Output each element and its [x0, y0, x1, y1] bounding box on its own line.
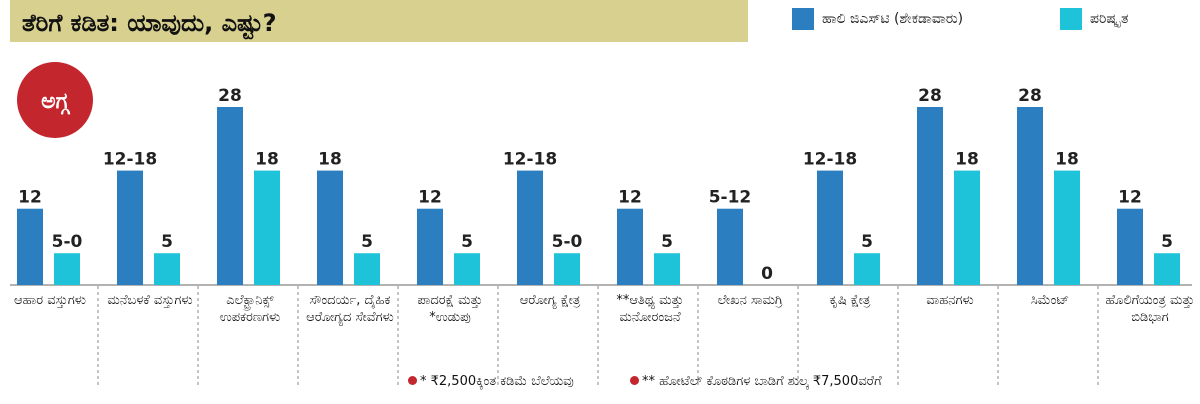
- title: ತೆರಿಗೆ ಕಡಿತ: ಯಾವುದು, ಎಷ್ಟು?: [22, 9, 277, 40]
- footnote: ** ಹೋಟೆಲ್ ಕೊಠಡಿಗಳ ಬಾಡಿಗೆ ಶುಲ್ಕ ₹7,500ವರೆ…: [630, 374, 882, 389]
- value-label: 28: [918, 86, 942, 106]
- bar: [17, 208, 43, 285]
- bar: [854, 253, 880, 285]
- footnote-text: * ₹2,500ಕ್ಕಿಂತ ಕಡಿಮೆ ಬೆಲೆಯವು: [420, 374, 574, 389]
- value-label: 12: [1118, 188, 1142, 208]
- value-label: 12: [618, 188, 642, 208]
- value-label: 5-0: [52, 232, 83, 252]
- value-label: 12-18: [103, 150, 157, 170]
- category-label: ವಾಹನಗಳು: [926, 293, 974, 308]
- category-label: ಕೃಷಿ ಕ್ಷೇತ್ರ: [829, 293, 871, 308]
- category-label: ಮನೆಬಳಕೆ ವಸ್ತುಗಳು: [107, 293, 193, 308]
- bar: [1117, 208, 1143, 285]
- value-label: 28: [1018, 86, 1042, 106]
- category-label: ಹೊಲಿಗೆಯಂತ್ರ ಮತ್ತು ಬಿಡಿಭಾಗ: [1105, 293, 1195, 325]
- category-label: ಆರೋಗ್ಯ ಕ್ಷೇತ್ರ: [519, 293, 581, 308]
- bar: [954, 170, 980, 285]
- badge-text: ಅಗ್ಗ: [41, 89, 71, 114]
- bullet: [408, 376, 417, 385]
- value-label: 5-0: [552, 232, 583, 252]
- value-label: 18: [955, 150, 979, 170]
- value-label: 12: [418, 188, 442, 208]
- bar: [154, 253, 180, 285]
- value-label: 5: [1161, 232, 1173, 252]
- value-label: 18: [318, 150, 342, 170]
- bar: [354, 253, 380, 285]
- category-label: ಸಿಮೆಂಟ್: [1030, 293, 1070, 308]
- title-box: [10, 0, 748, 42]
- bar: [1017, 107, 1043, 285]
- bar: [117, 170, 143, 285]
- category-label: ಸೌಂದರ್ಯ, ದೈಹಿಕ ಆರೋಗ್ಯದ ಸೇವೆಗಳು: [306, 293, 394, 325]
- value-label: 5-12: [709, 188, 752, 208]
- bar: [817, 170, 843, 285]
- bullet: [630, 376, 639, 385]
- bar: [654, 253, 680, 285]
- bar: [254, 170, 280, 285]
- legend-label: ಪರಿಷ್ಕೃತ: [1090, 11, 1128, 28]
- value-label: 28: [218, 86, 242, 106]
- value-label: 12-18: [803, 150, 857, 170]
- bar: [1054, 170, 1080, 285]
- category-label: ಆಹಾರ ವಸ್ತುಗಳು: [14, 293, 86, 308]
- category-label: ಪಾದರಕ್ಷೆ ಮತ್ತು *ಉಡುಪು: [417, 293, 483, 325]
- value-label: 5: [861, 232, 873, 252]
- value-label: 18: [255, 150, 279, 170]
- footnote: * ₹2,500ಕ್ಕಿಂತ ಕಡಿಮೆ ಬೆಲೆಯವು: [408, 374, 574, 389]
- category-label: ಎಲೆಕ್ಟ್ರಾನಿಕ್ಸ್ ಉಪಕರಣಗಳು: [219, 293, 281, 325]
- bar: [454, 253, 480, 285]
- bar: [1154, 253, 1180, 285]
- badge: [17, 62, 93, 138]
- value-label: 5: [361, 232, 373, 252]
- value-label: 5: [161, 232, 173, 252]
- bar: [317, 170, 343, 285]
- value-label: 5: [461, 232, 473, 252]
- value-label: 0: [761, 264, 773, 284]
- bar: [417, 208, 443, 285]
- footnote-text: ** ಹೋಟೆಲ್ ಕೊಠಡಿಗಳ ಬಾಡಿಗೆ ಶುಲ್ಕ ₹7,500ವರೆ…: [642, 374, 882, 389]
- category-label: **ಆತಿಥ್ಯ ಮತ್ತು ಮನೋರಂಜನೆ: [616, 293, 684, 325]
- value-label: 5: [661, 232, 673, 252]
- value-label: 12-18: [503, 150, 557, 170]
- legend-swatch: [792, 8, 814, 30]
- bar: [717, 208, 743, 285]
- bar: [617, 208, 643, 285]
- bar: [554, 253, 580, 285]
- bar: [917, 107, 943, 285]
- bar: [54, 253, 80, 285]
- category-label: ಲೇಖನ ಸಾಮಗ್ರಿ: [717, 293, 783, 308]
- legend-label: ಹಾಲಿ ಜಿಎಸ್‌ಟಿ (ಶೇಕಡಾವಾರು): [822, 11, 963, 27]
- bar: [517, 170, 543, 285]
- bar: [217, 107, 243, 285]
- value-label: 18: [1055, 150, 1079, 170]
- value-label: 12: [18, 188, 42, 208]
- legend-swatch: [1060, 8, 1082, 30]
